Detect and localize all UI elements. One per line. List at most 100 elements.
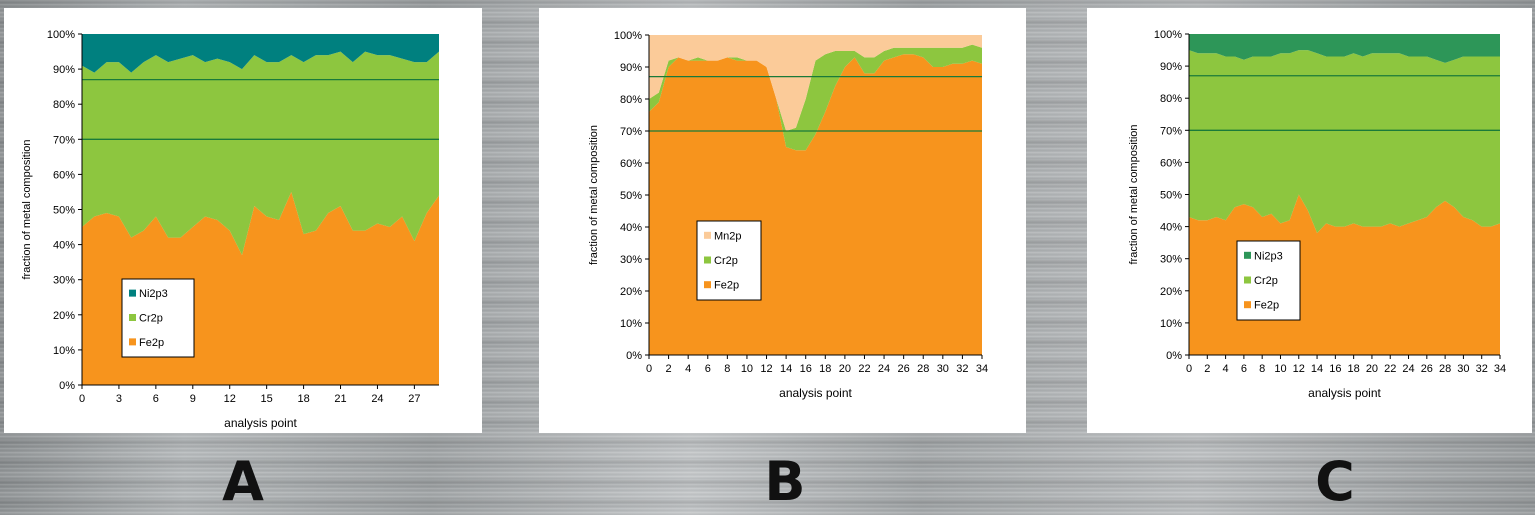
legend-label-fe2p: Fe2p (1254, 300, 1279, 312)
area-chart-c: 0%10%20%30%40%50%60%70%80%90%100%0 2 4 6 8 10… (1128, 29, 1506, 400)
x-tick-label: 10 (741, 363, 753, 375)
area-series-cr2p (649, 44, 982, 151)
y-tick-label: 90% (1160, 61, 1182, 73)
legend-swatch-ni2p3 (129, 289, 136, 297)
y-tick-label: 40% (1160, 222, 1182, 234)
y-tick-label: 100% (614, 30, 642, 42)
y-tick-label: 20% (620, 286, 642, 298)
legend-label-ni2p3: Ni2p3 (139, 288, 168, 300)
x-tick-label: 34 (1494, 363, 1506, 375)
y-tick-label: 0% (626, 350, 642, 362)
x-tick-label: 32 (956, 363, 968, 375)
y-tick-label: 100% (1154, 29, 1182, 41)
y-tick-label: 90% (620, 62, 642, 74)
y-tick-label: 10% (53, 345, 75, 357)
x-tick-label: 24 (1402, 363, 1414, 375)
y-tick-label: 50% (53, 205, 75, 217)
legend-swatch-fe2p (704, 281, 711, 289)
x-tick-label: 0 (646, 363, 652, 375)
x-tick-label: 8 (724, 363, 730, 375)
area-series-ni2p3 (1189, 34, 1500, 63)
panel-label-c: C (1315, 450, 1355, 513)
panel-label-b: B (764, 450, 806, 513)
x-tick-label: 16 (800, 363, 812, 375)
y-axis-title: fraction of metal composition (1128, 124, 1140, 264)
y-tick-label: 40% (620, 222, 642, 234)
x-tick-label: 6 (153, 393, 159, 405)
legend: Mn2p Cr2p Fe2p (696, 220, 762, 301)
x-tick-label: 9 (190, 393, 196, 405)
y-tick-label: 40% (53, 240, 75, 252)
y-tick-label: 30% (53, 275, 75, 287)
legend-swatch-fe2p (1244, 301, 1251, 309)
legend-swatch-cr2p (129, 314, 136, 321)
y-tick-label: 50% (1160, 190, 1182, 202)
area-series-cr2p (1189, 50, 1500, 233)
x-tick-label: 22 (1384, 363, 1396, 375)
area-chart-a: 0% 10% 20% 30% 40% 50% 60% 70% 80% 90% 100% 0 3 6 9 12 1… (21, 29, 439, 430)
y-tick-label: 20% (1160, 286, 1182, 298)
x-axis-title: analysis point (1308, 386, 1381, 400)
x-tick-label: 18 (1348, 363, 1360, 375)
x-tick-label: 18 (819, 363, 831, 375)
x-tick-label: 28 (1439, 363, 1451, 375)
legend-label-ni2p3: Ni2p3 (1254, 250, 1283, 262)
x-tick-label: 12 (1293, 363, 1305, 375)
x-tick-label: 20 (839, 363, 851, 375)
legend-label-cr2p: Cr2p (1254, 275, 1278, 287)
legend-label-cr2p: Cr2p (714, 255, 738, 267)
legend-swatch-cr2p (1244, 276, 1251, 284)
x-tick-label: 28 (917, 363, 929, 375)
x-tick-label: 14 (780, 363, 792, 375)
chart-panel-a: 0% 10% 20% 30% 40% 50% 60% 70% 80% 90% 100% 0 3 6 9 12 1… (4, 8, 482, 433)
x-tick-label: 4 (685, 363, 691, 375)
legend-label-fe2p: Fe2p (139, 337, 164, 349)
legend-label-cr2p: Cr2p (139, 313, 163, 325)
y-tick-label: 0% (1166, 350, 1182, 362)
y-tick-label: 70% (620, 126, 642, 138)
legend-swatch-fe2p (129, 338, 136, 346)
panel-label-a: A (222, 450, 264, 513)
y-tick-label: 20% (53, 310, 75, 322)
y-tick-label: 60% (620, 158, 642, 170)
x-tick-label: 3 (116, 393, 122, 405)
y-tick-label: 10% (620, 318, 642, 330)
legend-swatch-cr2p (704, 256, 711, 264)
x-tick-label: 30 (1457, 363, 1469, 375)
x-tick-label: 18 (297, 393, 309, 405)
x-tick-label: 26 (898, 363, 910, 375)
y-tick-label: 90% (53, 64, 75, 76)
y-tick-label: 100% (47, 29, 75, 41)
x-tick-label: 16 (1329, 363, 1341, 375)
y-tick-label: 80% (1160, 93, 1182, 105)
area-series-cr2p (82, 51, 439, 256)
x-tick-label: 30 (937, 363, 949, 375)
y-tick-label: 10% (1160, 318, 1182, 330)
area-chart-b: 0%10%20%30%40%50%60%70%80%90%100%0 2 4 6 8 10… (588, 30, 988, 400)
y-tick-label: 0% (59, 380, 75, 392)
x-tick-label: 22 (858, 363, 870, 375)
x-tick-label: 6 (1241, 363, 1247, 375)
x-tick-label: 12 (224, 393, 236, 405)
y-tick-label: 60% (53, 169, 75, 181)
y-tick-label: 70% (1160, 125, 1182, 137)
x-tick-label: 27 (408, 393, 420, 405)
x-tick-label: 34 (976, 363, 988, 375)
x-tick-label: 2 (666, 363, 672, 375)
x-tick-label: 8 (1259, 363, 1265, 375)
x-tick-label: 2 (1204, 363, 1210, 375)
x-axis-title: analysis point (224, 416, 297, 430)
y-tick-label: 60% (1160, 157, 1182, 169)
legend: Ni2p3 Cr2p Fe2p (1236, 240, 1301, 321)
legend: Ni2p3 Cr2p Fe2p (121, 278, 195, 358)
x-tick-label: 12 (760, 363, 772, 375)
x-tick-label: 0 (79, 393, 85, 405)
y-tick-label: 50% (620, 190, 642, 202)
x-tick-label: 0 (1186, 363, 1192, 375)
chart-panel-c: 0% 10% 20% 30% 40% 50% 60% 70% 80% 90% 100% 0 2 4 6 8 10… (1087, 8, 1532, 433)
x-tick-label: 4 (1223, 363, 1229, 375)
x-tick-label: 26 (1421, 363, 1433, 375)
x-tick-label: 20 (1366, 363, 1378, 375)
legend-label-fe2p: Fe2p (714, 280, 739, 292)
y-axis-title: fraction of metal composition (21, 139, 33, 279)
